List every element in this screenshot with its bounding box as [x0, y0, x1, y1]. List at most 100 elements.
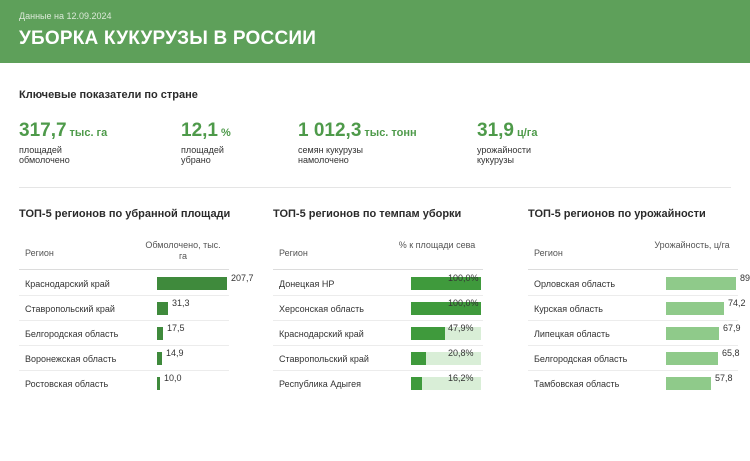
- kpi-section-title: Ключевые показатели по стране: [19, 89, 198, 101]
- region-name: Белгородская область: [25, 329, 119, 339]
- bar-track: [411, 277, 481, 290]
- kpi-desc-line: обмолочено: [19, 155, 70, 165]
- bar-fill: [666, 377, 711, 390]
- bar-value-label: 100,0%: [448, 273, 479, 283]
- region-name: Республика Адыгея: [279, 379, 361, 389]
- bar-fill: [666, 327, 719, 340]
- bar-track: [411, 327, 481, 340]
- region-name: Липецкая область: [534, 329, 610, 339]
- table-top-pace: ТОП-5 регионов по темпам уборки Регион %…: [273, 208, 483, 390]
- bar-track: [411, 302, 481, 315]
- table-title: ТОП-5 регионов по урожайности: [528, 208, 706, 220]
- table-row: Краснодарский край 47,9%: [273, 321, 483, 346]
- kpi-yield: 31,9 ц/га урожайности кукурузы: [477, 120, 607, 165]
- region-name: Краснодарский край: [279, 329, 364, 339]
- region-name: Орловская область: [534, 279, 616, 289]
- kpi-unit: ц/га: [516, 127, 538, 139]
- column-header-value: % к площади сева: [398, 240, 476, 250]
- table-top-yield: ТОП-5 регионов по урожайности Регион Уро…: [528, 208, 750, 390]
- kpi-threshed-area: 317,7 тыс. га площадей обмолочено: [19, 120, 149, 165]
- bar-fill: [157, 377, 160, 390]
- bar-value-label: 207,7: [231, 273, 254, 283]
- table-row: Воронежская область 14,9: [19, 346, 229, 371]
- region-name: Ставропольский край: [25, 304, 115, 314]
- table-row: Ставропольский край 31,3: [19, 296, 229, 321]
- kpi-value: 12,1: [181, 120, 218, 141]
- bar-track: [157, 302, 168, 315]
- table-header: Регион Урожайность, ц/га: [528, 236, 738, 270]
- kpi-desc-line: семян кукурузы: [298, 145, 364, 155]
- bar-value-label: 57,8: [715, 373, 733, 383]
- region-name: Донецкая НР: [279, 279, 335, 289]
- table-row: Орловская область 89,3: [528, 271, 750, 296]
- bar-fill: [411, 352, 426, 365]
- bar-fill: [157, 277, 227, 290]
- header-banner: Данные на 12.09.2024 УБОРКА КУКУРУЗЫ В Р…: [0, 0, 750, 63]
- table-row: Донецкая НР 100,0%: [273, 271, 483, 296]
- bar-fill: [157, 327, 163, 340]
- bar-track: [157, 327, 163, 340]
- region-name: Белгородская область: [534, 354, 628, 364]
- table-title: ТОП-5 регионов по темпам уборки: [273, 208, 462, 220]
- bar-track: [157, 352, 162, 365]
- bar-track: [666, 377, 711, 390]
- bar-track: [411, 352, 481, 365]
- bar-track: [666, 327, 719, 340]
- bar-value-label: 100,0%: [448, 298, 479, 308]
- column-header-region: Регион: [534, 248, 563, 258]
- kpi-desc-line: намолочено: [298, 155, 349, 165]
- kpi-value: 317,7: [19, 120, 67, 141]
- kpi-desc-line: площадей: [181, 145, 224, 155]
- table-row: Республика Адыгея 16,2%: [273, 371, 483, 396]
- kpi-desc-line: кукурузы: [477, 155, 514, 165]
- column-header-value: Обмолочено, тыс. га: [145, 240, 221, 261]
- kpi-unit: тыс. тонн: [364, 127, 417, 139]
- bar-value-label: 89,3: [740, 273, 750, 283]
- table-row: Херсонская область 100,0%: [273, 296, 483, 321]
- bar-value-label: 47,9%: [448, 323, 474, 333]
- bar-track: [666, 302, 724, 315]
- bar-value-label: 16,2%: [448, 373, 474, 383]
- data-date: Данные на 12.09.2024: [19, 11, 112, 21]
- bar-fill: [157, 352, 162, 365]
- table-row: Ростовская область 10,0: [19, 371, 229, 396]
- kpi-desc-line: урожайности: [477, 145, 531, 155]
- table-top-area: ТОП-5 регионов по убранной площади Регио…: [19, 208, 254, 390]
- page-title: УБОРКА КУКУРУЗЫ В РОССИИ: [19, 28, 317, 49]
- kpi-desc-line: площадей: [19, 145, 62, 155]
- bar-value-label: 10,0: [164, 373, 182, 383]
- table-row: Ставропольский край 20,8%: [273, 346, 483, 371]
- bar-track: [411, 377, 481, 390]
- table-row: Курская область 74,2: [528, 296, 746, 321]
- content-area: [0, 63, 750, 461]
- bar-value-label: 65,8: [722, 348, 740, 358]
- table-header: Регион Обмолочено, тыс. га: [19, 236, 229, 270]
- bar-fill: [666, 302, 724, 315]
- column-header-value: Урожайность, ц/га: [654, 240, 730, 250]
- bar-track: [666, 352, 718, 365]
- table-title: ТОП-5 регионов по убранной площади: [19, 208, 231, 220]
- bar-fill: [157, 302, 168, 315]
- bar-value-label: 20,8%: [448, 348, 474, 358]
- bar-fill: [666, 352, 718, 365]
- kpi-value: 31,9: [477, 120, 514, 141]
- bar-value-label: 14,9: [166, 348, 184, 358]
- region-name: Ростовская область: [25, 379, 109, 389]
- region-name: Воронежская область: [25, 354, 117, 364]
- bar-fill: [411, 277, 481, 290]
- bar-fill: [411, 302, 481, 315]
- region-name: Херсонская область: [279, 304, 364, 314]
- kpi-desc-line: убрано: [181, 155, 211, 165]
- bar-value-label: 67,9: [723, 323, 741, 333]
- column-header-region: Регион: [25, 248, 54, 258]
- bar-value-label: 74,2: [728, 298, 746, 308]
- kpi-harvested-percent: 12,1% площадей убрано: [181, 120, 311, 165]
- table-row: Белгородская область 65,8: [528, 346, 740, 371]
- kpi-seeds-threshed: 1 012,3 тыс. тонн семян кукурузы намолоче…: [298, 120, 428, 165]
- bar-track: [666, 277, 736, 290]
- table-row: Белгородская область 17,5: [19, 321, 229, 346]
- table-row: Тамбовская область 57,8: [528, 371, 738, 396]
- table-row: Краснодарский край 207,7: [19, 271, 254, 296]
- kpi-value: 1 012,3: [298, 120, 362, 141]
